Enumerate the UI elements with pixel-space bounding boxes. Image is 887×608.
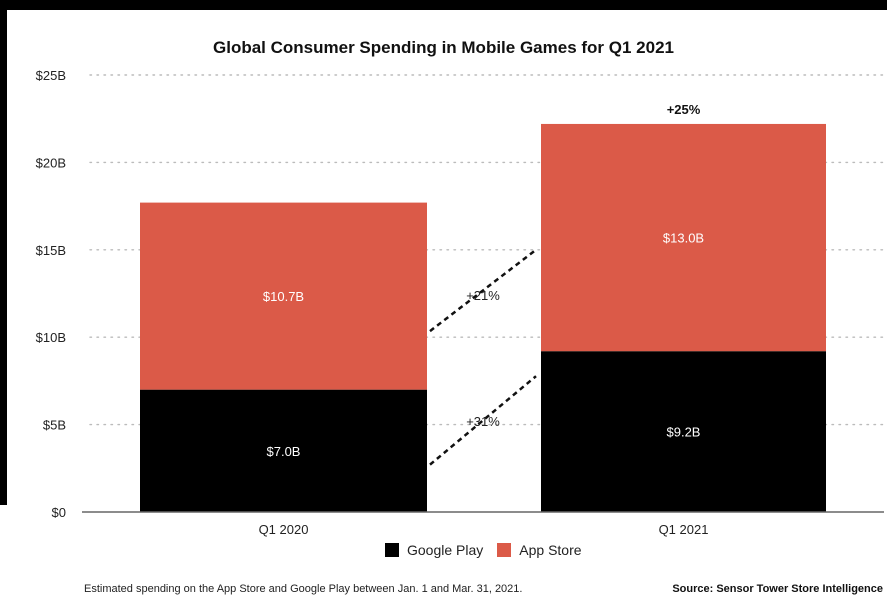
bar-value-label: $10.7B [263, 289, 304, 304]
bar-segment-google-play [541, 351, 826, 512]
legend: Google Play App Store [385, 542, 596, 558]
bar-segment-app-store [140, 202, 427, 390]
bar-segment-app-store [541, 123, 826, 352]
x-tick-label: Q1 2020 [259, 522, 309, 537]
total-growth-label: +25% [667, 102, 701, 117]
bar-value-label: $9.2B [667, 425, 701, 440]
x-tick-label: Q1 2021 [659, 522, 709, 537]
frame-border-top [0, 0, 887, 10]
legend-item-app-store: App Store [497, 542, 582, 558]
y-tick-label: $25B [36, 68, 66, 83]
legend-item-google-play: Google Play [385, 542, 483, 558]
bar-segment-google-play [140, 389, 427, 512]
legend-swatch-google-play [385, 543, 399, 557]
app-store-growth-label: +21% [466, 288, 500, 303]
google-play-growth-label: +31% [466, 414, 500, 429]
bar-value-label: $13.0B [663, 231, 704, 246]
frame-border-left [0, 0, 7, 505]
legend-label-app-store: App Store [519, 542, 582, 558]
y-tick-label: $0 [52, 505, 66, 520]
source-credit: Source: Sensor Tower Store Intelligence [672, 583, 883, 595]
app-store-growth-connector [429, 248, 537, 333]
legend-label-google-play: Google Play [407, 542, 484, 558]
y-tick-label: $5B [43, 418, 66, 433]
legend-swatch-app-store [497, 543, 512, 557]
footnote: Estimated spending on the App Store and … [84, 583, 523, 595]
y-tick-label: $15B [36, 243, 66, 258]
bar-value-label: $7.0B [267, 444, 301, 459]
chart-title: Global Consumer Spending in Mobile Games… [213, 38, 674, 57]
y-tick-label: $20B [36, 155, 66, 170]
y-tick-label: $10B [36, 330, 66, 345]
